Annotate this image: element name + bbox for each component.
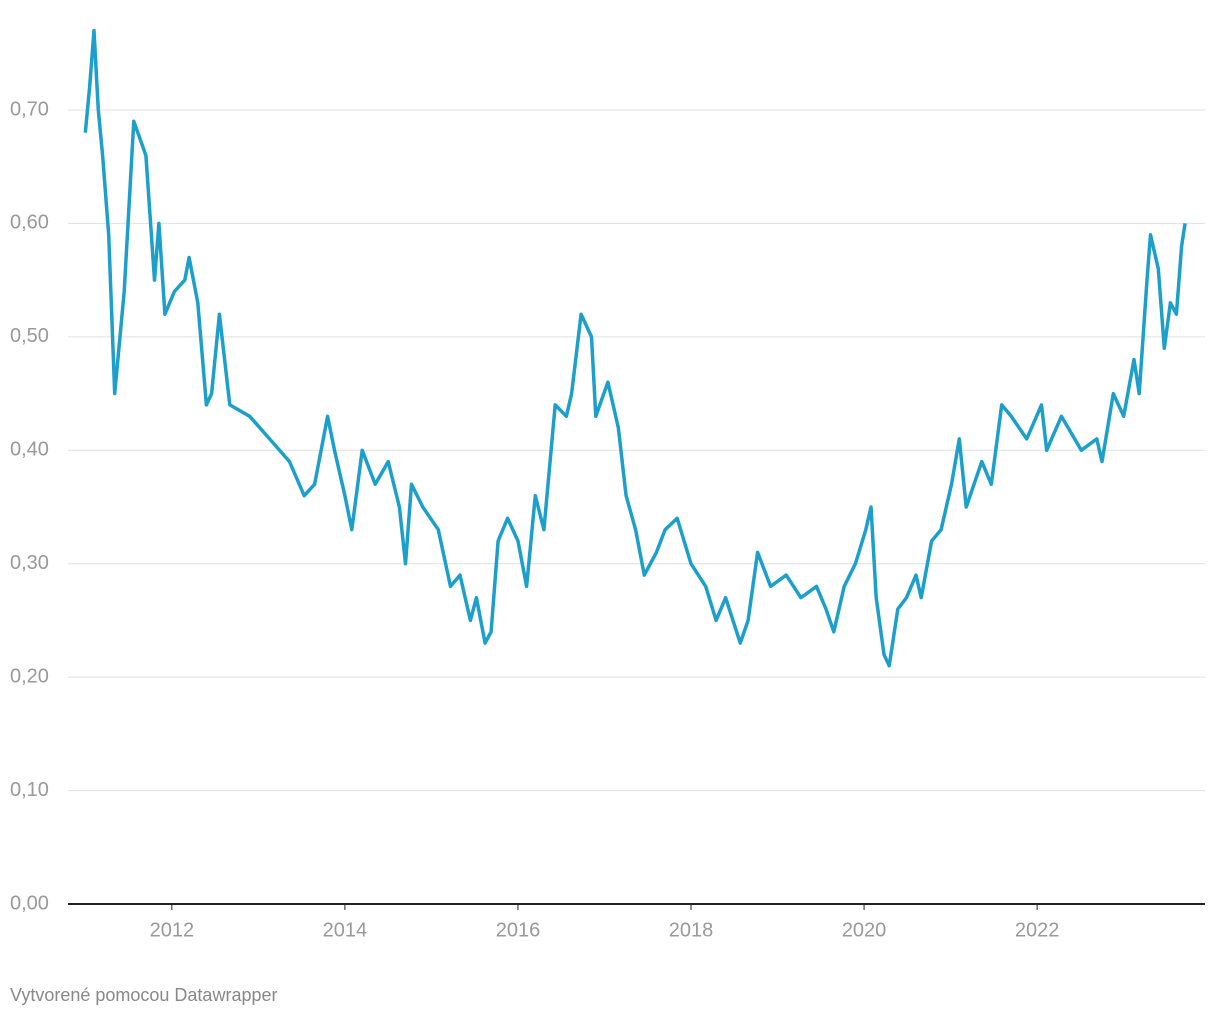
x-tick-label: 2020 [842,919,887,941]
y-tick-label: 0,00 [10,892,49,914]
x-tick-label: 2018 [669,919,714,941]
line [83,28,1187,668]
x-tick-label: 2016 [496,919,541,941]
y-tick-label: 0,20 [10,665,49,687]
y-tick-label: 0,60 [10,212,49,234]
y-tick-label: 0,70 [10,98,49,120]
x-tick-label: 2014 [323,919,368,941]
footer: Vytvorené pomocou Datawrapper [10,985,277,1005]
y-tick-label: 0,50 [10,325,49,347]
x-tick-label: 2012 [150,919,195,941]
y-tick-label: 0,40 [10,439,49,461]
y-tick-label: 0,10 [10,779,49,801]
x-tick-label: 2022 [1015,919,1060,941]
y-tick-label: 0,30 [10,552,49,574]
